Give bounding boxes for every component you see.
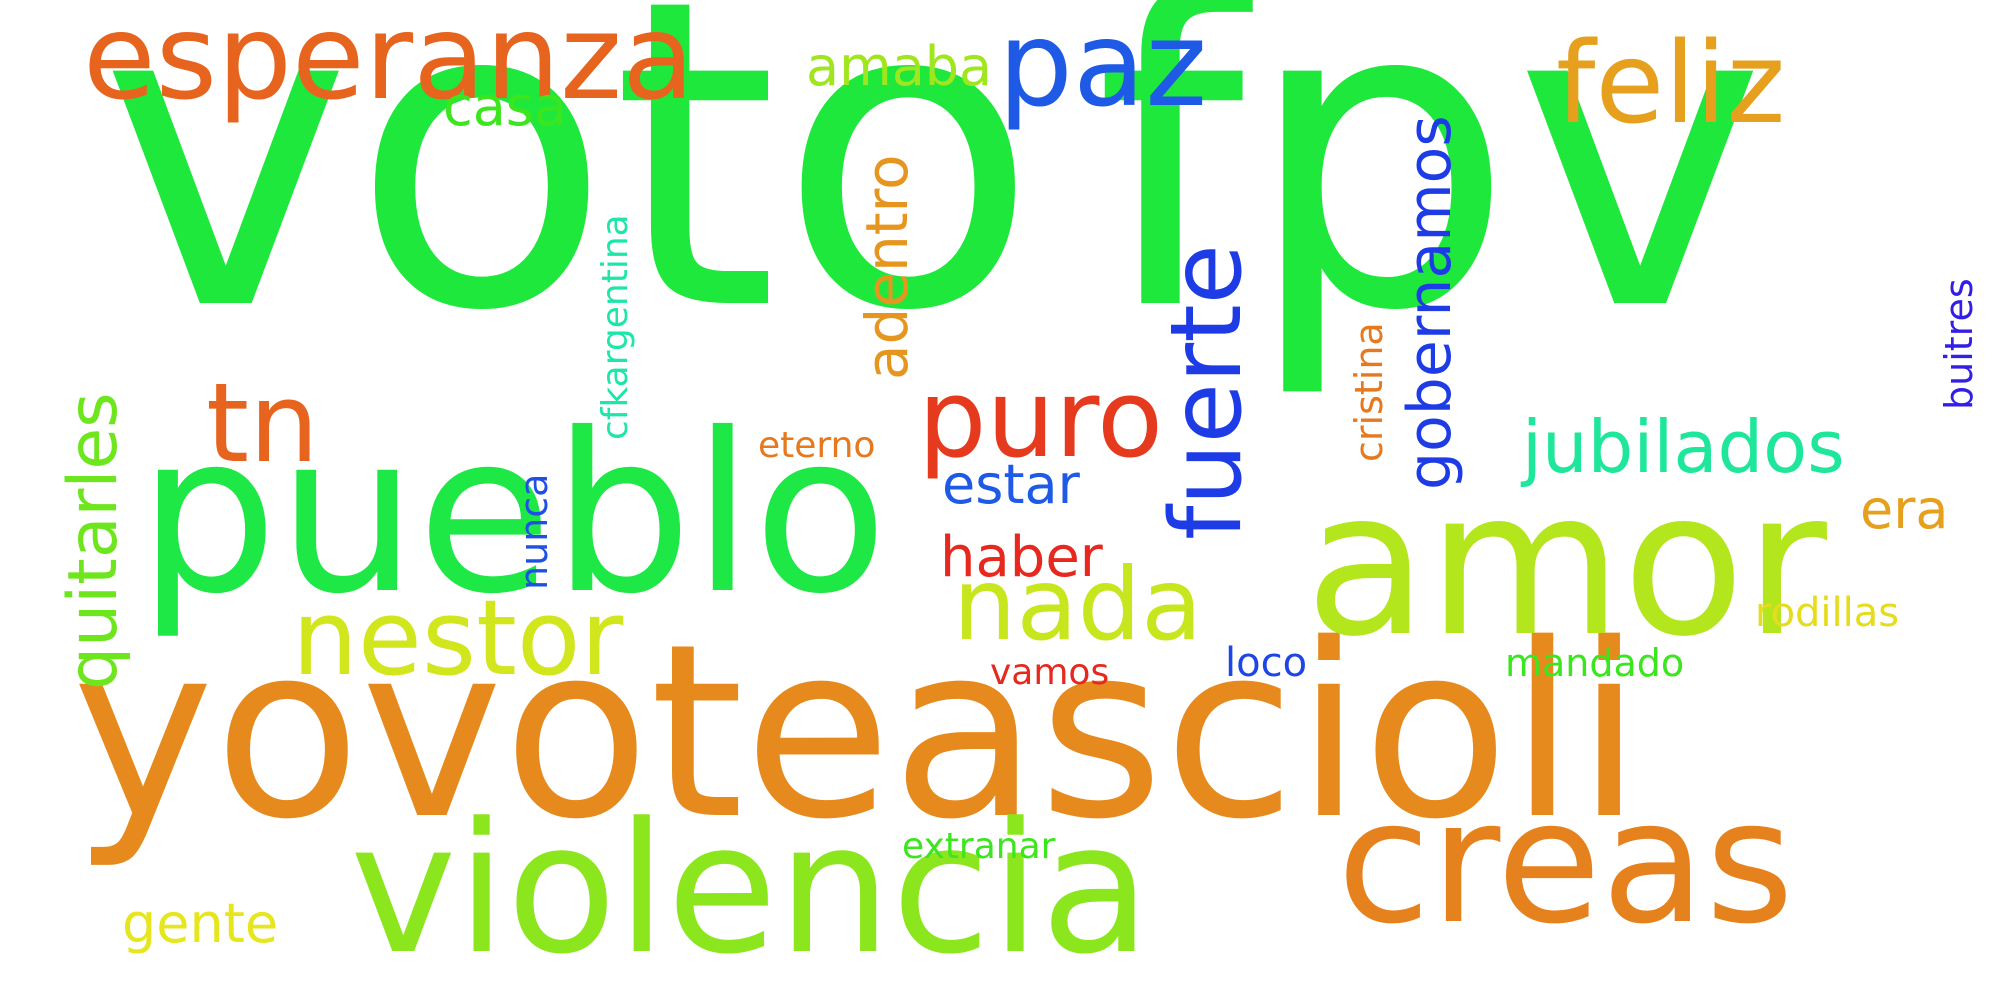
word-gobernamos: gobernamos [1395,115,1465,490]
word-quitarles: quitarles [54,392,133,690]
word-vamos: vamos [990,652,1110,693]
word-jubilados: jubilados [1522,405,1845,489]
word-cristina: cristina [1347,322,1391,462]
word-amaba: amaba [806,35,993,98]
word-casa: casa [443,75,568,138]
word-violencia: violencia [350,785,1151,994]
word-cfkargentina: cfkargentina [595,214,636,440]
word-creas: creas [1337,764,1794,962]
word-mandado: mandado [1505,641,1685,685]
word-extranar: extranar [902,826,1056,867]
word-yovoteascioli: yovoteascioli [72,592,1643,872]
word-estar: estar [942,453,1080,516]
word-gente: gente [122,892,279,955]
word-loco: loco [1225,640,1308,686]
word-amor: amor [1305,448,1827,681]
word-tn: tn [206,359,319,487]
word-puro: puro [918,357,1164,482]
word-feliz: feliz [1556,19,1786,149]
word-adentro: adentro [853,154,921,380]
word-nestor: nestor [292,577,624,699]
word-buitres: buitres [1937,278,1981,410]
word-era: era [1860,478,1949,541]
word-paz: paz [998,0,1208,133]
word-voto: voto [100,0,1039,404]
word-nada: nada [953,546,1203,663]
word-nunca: nunca [512,473,556,590]
word-rodillas: rodillas [1755,590,1900,636]
word-haber: haber [940,525,1103,590]
word-eterno: eterno [758,425,876,466]
word-esperanza: esperanza [83,0,695,126]
word-fpv: fpv [1095,0,1766,404]
word-fuerte: fuerte [1150,244,1264,540]
word-pueblo: pueblo [138,386,888,642]
